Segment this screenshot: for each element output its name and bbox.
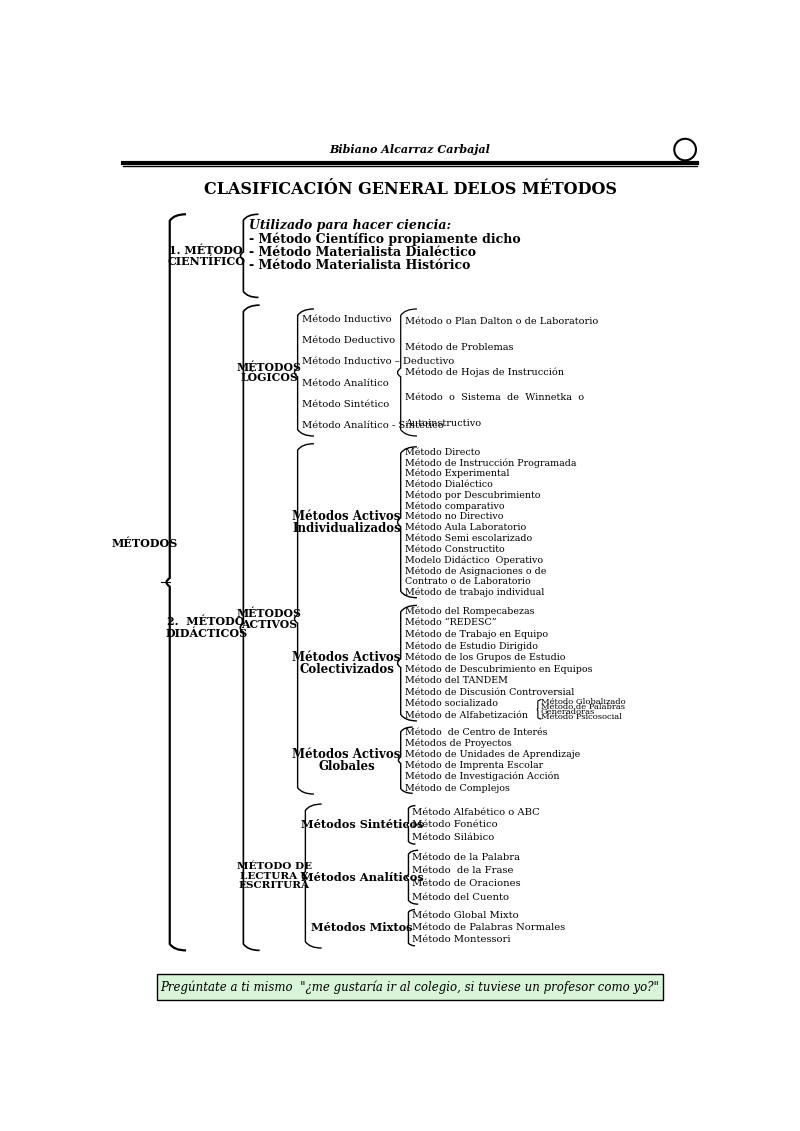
Text: Método Constructito: Método Constructito <box>405 545 504 554</box>
Text: DIDÁCTICOS: DIDÁCTICOS <box>165 629 247 639</box>
Text: Método de Investigación Acción: Método de Investigación Acción <box>405 772 559 782</box>
Text: Método de Oraciones: Método de Oraciones <box>412 880 521 889</box>
Text: Método de Problemas: Método de Problemas <box>405 343 513 352</box>
Text: Método Dialéctico: Método Dialéctico <box>405 480 493 489</box>
Text: Método de Hojas de Instrucción: Método de Hojas de Instrucción <box>405 368 563 378</box>
Text: Bibiano Alcarraz Carbajal: Bibiano Alcarraz Carbajal <box>330 144 490 155</box>
Text: Método “REDESC”: Método “REDESC” <box>405 619 496 628</box>
Text: Método Psicosocial: Método Psicosocial <box>541 713 622 720</box>
Text: Método de los Grupos de Estudio: Método de los Grupos de Estudio <box>405 653 565 662</box>
Text: Método comparativo: Método comparativo <box>405 501 504 511</box>
Text: MÉTODOS: MÉTODOS <box>237 608 302 619</box>
Text: 1. MÉTODO: 1. MÉTODO <box>170 245 243 256</box>
Text: Método de la Palabra: Método de la Palabra <box>412 853 521 862</box>
Text: MÉTODOS: MÉTODOS <box>237 362 302 372</box>
Text: Métodos Analíticos: Métodos Analíticos <box>301 872 423 882</box>
Text: Método Sintético: Método Sintético <box>302 399 389 408</box>
Text: Métodos de Proyectos: Métodos de Proyectos <box>405 739 511 749</box>
Text: Métodos Sintéticos: Métodos Sintéticos <box>301 819 423 830</box>
Text: Método no Directivo: Método no Directivo <box>405 512 503 521</box>
Text: Utilizado para hacer ciencia:: Utilizado para hacer ciencia: <box>249 218 451 232</box>
Text: 2.  MÉTODO: 2. MÉTODO <box>167 616 245 627</box>
Text: Método de Estudio Dirigido: Método de Estudio Dirigido <box>405 641 538 650</box>
Text: Método Globalizado: Método Globalizado <box>541 698 626 706</box>
Text: Método Directo: Método Directo <box>405 448 480 457</box>
Text: CLASIFICACIÓN GENERAL DELOS MÉTODOS: CLASIFICACIÓN GENERAL DELOS MÉTODOS <box>203 181 617 198</box>
Text: Método Inductivo: Método Inductivo <box>302 316 391 325</box>
Text: Modelo Didáctico  Operativo: Modelo Didáctico Operativo <box>405 555 542 564</box>
Text: Método Analítico: Método Analítico <box>302 379 388 388</box>
Text: Método de Imprenta Escolar: Método de Imprenta Escolar <box>405 761 542 770</box>
Text: Método de Trabajo en Equipo: Método de Trabajo en Equipo <box>405 630 548 639</box>
Text: Individualizados: Individualizados <box>292 521 401 535</box>
Text: Métodos Activos: Métodos Activos <box>292 650 401 664</box>
Text: Método de Alfabetización: Método de Alfabetización <box>405 710 527 719</box>
Text: Método Silábico: Método Silábico <box>412 834 494 843</box>
Text: Métodos Activos: Métodos Activos <box>292 510 401 523</box>
Text: Método del Rompecabezas: Método del Rompecabezas <box>405 606 534 616</box>
Text: - Método Científico propiamente dicho: - Método Científico propiamente dicho <box>249 233 521 247</box>
Text: Método Alfabético o ABC: Método Alfabético o ABC <box>412 808 540 817</box>
Text: Método Semi escolarizado: Método Semi escolarizado <box>405 534 532 543</box>
Text: Método Fonético: Método Fonético <box>412 820 498 829</box>
Text: Globales: Globales <box>318 760 375 772</box>
Text: Colectivizados: Colectivizados <box>299 663 394 676</box>
Text: Método Global Mixto: Método Global Mixto <box>412 912 519 921</box>
Text: Método Inductivo – Deductivo: Método Inductivo – Deductivo <box>302 357 454 366</box>
Text: Métodos Mixtos: Métodos Mixtos <box>311 922 413 933</box>
Text: - Método Materialista Dialéctico: - Método Materialista Dialéctico <box>249 247 476 259</box>
Text: 12: 12 <box>677 144 693 156</box>
Text: MÉTODO DE: MÉTODO DE <box>237 862 312 871</box>
Text: CIENTÍFICO: CIENTÍFICO <box>167 256 245 267</box>
Text: Método de Instrucción Programada: Método de Instrucción Programada <box>405 458 576 468</box>
Text: Método Aula Laboratorio: Método Aula Laboratorio <box>405 524 526 533</box>
Circle shape <box>674 139 696 161</box>
Text: Método de Unidades de Aprendizaje: Método de Unidades de Aprendizaje <box>405 750 580 759</box>
Text: Método de Palabras: Método de Palabras <box>541 703 625 711</box>
Text: Método  de la Frase: Método de la Frase <box>412 866 514 875</box>
FancyBboxPatch shape <box>158 974 662 1001</box>
Text: Método  de Centro de Interés: Método de Centro de Interés <box>405 728 547 737</box>
Text: ESCRITURA: ESCRITURA <box>239 881 310 890</box>
Text: Método del Cuento: Método del Cuento <box>412 893 510 901</box>
Text: Autoinstructivo: Autoinstructivo <box>405 418 481 428</box>
Text: Método por Descubrimiento: Método por Descubrimiento <box>405 491 540 500</box>
Text: Método de Discusión Controversial: Método de Discusión Controversial <box>405 688 574 697</box>
Text: Método Montessori: Método Montessori <box>412 935 511 944</box>
Text: Contrato o de Laboratorio: Contrato o de Laboratorio <box>405 577 530 586</box>
Text: Método o Plan Dalton o de Laboratorio: Método o Plan Dalton o de Laboratorio <box>405 317 598 326</box>
Text: Métodos Activos: Métodos Activos <box>292 748 401 760</box>
Text: Método del TANDEM: Método del TANDEM <box>405 676 507 685</box>
Text: Método de Palabras Normales: Método de Palabras Normales <box>412 923 566 932</box>
Text: Método socializado: Método socializado <box>405 699 498 708</box>
Text: Método Analítico - Sintético: Método Analítico - Sintético <box>302 421 443 430</box>
Text: Generadoras: Generadoras <box>541 708 595 716</box>
Text: Método Deductivo: Método Deductivo <box>302 336 394 345</box>
Text: Método de Asignaciones o de: Método de Asignaciones o de <box>405 566 546 576</box>
Text: Método de Descubrimiento en Equipos: Método de Descubrimiento en Equipos <box>405 664 592 674</box>
Text: ACTIVOS: ACTIVOS <box>241 619 297 630</box>
Text: LÓGICOS: LÓGICOS <box>240 372 298 383</box>
Text: Método de Complejos: Método de Complejos <box>405 783 510 793</box>
Text: Método  o  Sistema  de  Winnetka  o: Método o Sistema de Winnetka o <box>405 394 584 403</box>
Text: - Método Materialista Histórico: - Método Materialista Histórico <box>249 259 470 273</box>
Text: LECTURA Y: LECTURA Y <box>240 872 309 881</box>
Text: Método de trabajo individual: Método de trabajo individual <box>405 588 544 597</box>
Text: Pregúntate a ti mismo  "¿me gustaría ir al colegio, si tuviese un profesor como : Pregúntate a ti mismo "¿me gustaría ir a… <box>161 981 659 994</box>
Text: Método Experimental: Método Experimental <box>405 469 509 478</box>
Text: MÉTODOS: MÉTODOS <box>111 538 178 550</box>
